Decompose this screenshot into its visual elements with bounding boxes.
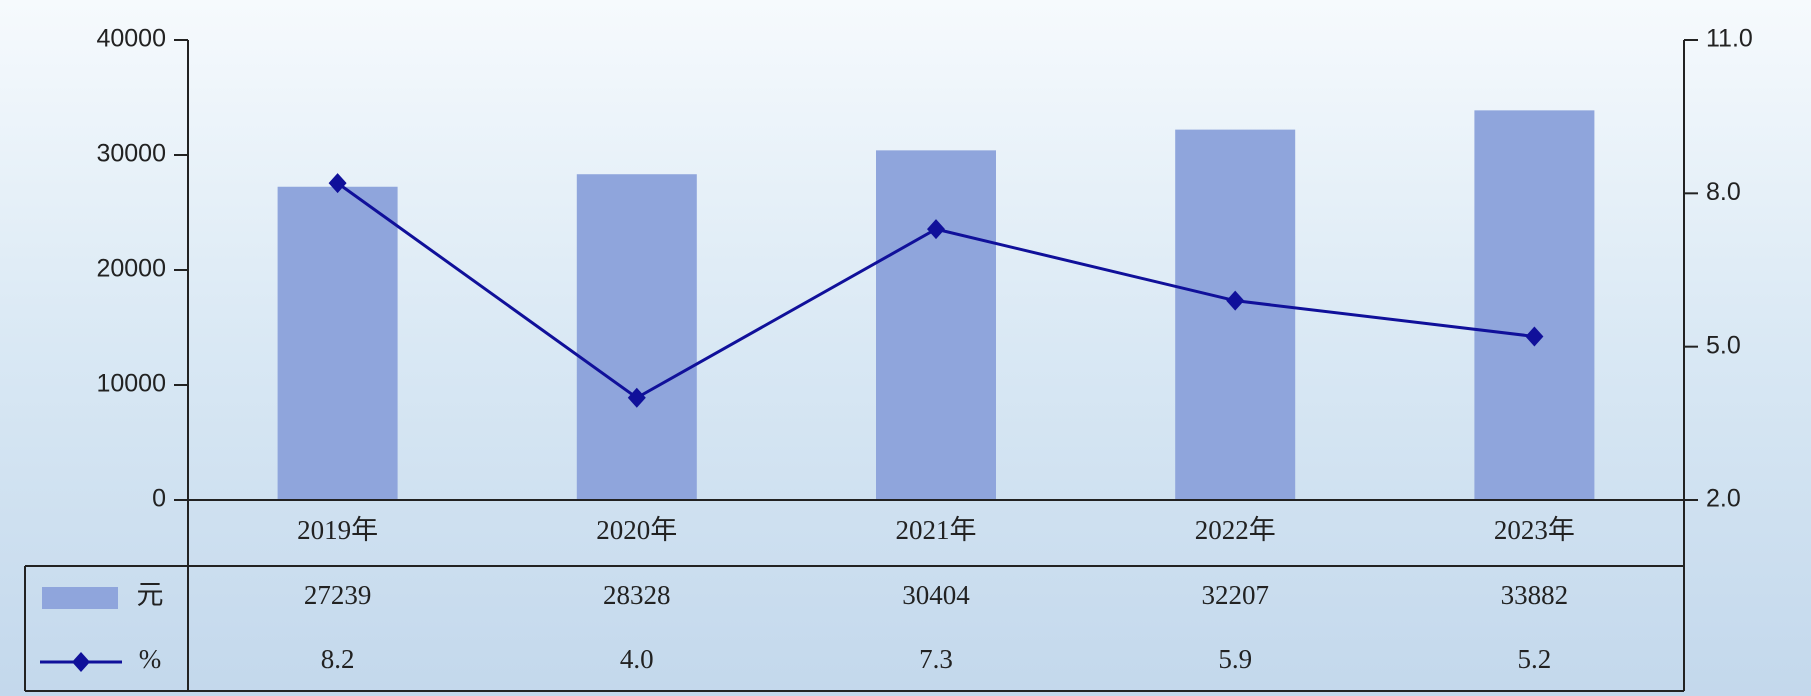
- y-tick-label: 0: [152, 485, 166, 513]
- y2-tick-label: 5.0: [1706, 331, 1741, 359]
- table-value: 8.2: [321, 644, 355, 674]
- bar: [1175, 129, 1296, 500]
- marker: [1525, 326, 1544, 347]
- table-value: 5.9: [1218, 644, 1252, 674]
- marker: [627, 387, 646, 408]
- bar: [277, 186, 398, 500]
- table-value: 4.0: [620, 644, 654, 674]
- table-value: 5.2: [1518, 644, 1552, 674]
- marker: [328, 173, 347, 194]
- x-tick-label: 2020年: [596, 515, 677, 545]
- table-value: 27239: [304, 580, 372, 610]
- legend-label: 元: [137, 580, 164, 610]
- table-value: 33882: [1501, 580, 1569, 610]
- y-tick-label: 30000: [96, 140, 166, 168]
- x-tick-label: 2022年: [1195, 515, 1276, 545]
- bar: [1474, 110, 1595, 501]
- x-tick-label: 2019年: [297, 515, 378, 545]
- bar: [576, 174, 697, 500]
- y2-tick-label: 8.0: [1706, 178, 1741, 206]
- table-value: 7.3: [919, 644, 953, 674]
- marker: [927, 219, 945, 240]
- y-tick-label: 40000: [96, 25, 166, 53]
- marker: [1226, 290, 1245, 311]
- y2-tick-label: 2.0: [1706, 485, 1741, 513]
- y-tick-label: 20000: [96, 255, 166, 283]
- y-tick-label: 10000: [96, 370, 166, 398]
- table-value: 28328: [603, 580, 671, 610]
- bar: [876, 150, 996, 500]
- x-tick-label: 2023年: [1494, 515, 1575, 545]
- table-value: 32207: [1201, 580, 1269, 610]
- legend-swatch: [42, 587, 118, 609]
- x-tick-label: 2021年: [896, 515, 977, 545]
- table-value: 30404: [902, 580, 970, 610]
- table-frame: [24, 40, 1685, 692]
- legend-marker: [72, 652, 90, 672]
- legend-label: %: [139, 644, 162, 674]
- y2-tick-label: 11.0: [1706, 25, 1753, 53]
